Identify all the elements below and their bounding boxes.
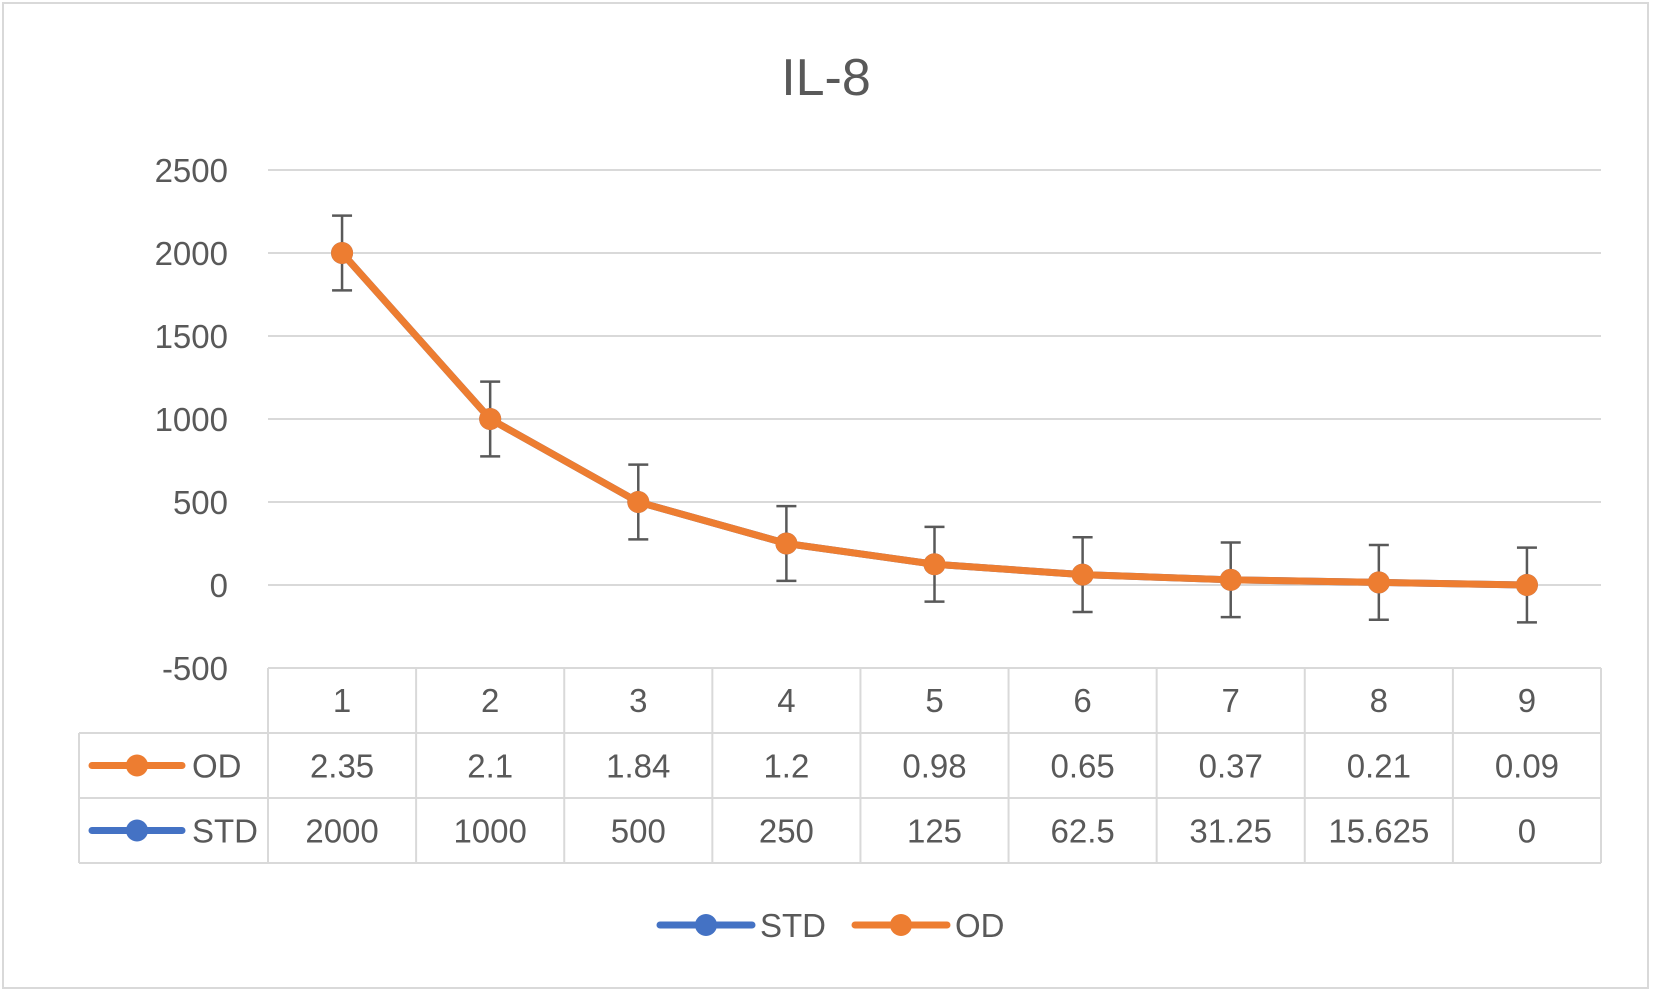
series-lines — [331, 242, 1538, 596]
table-cell: 1.84 — [606, 748, 670, 785]
legend: STD OD — [656, 907, 1005, 944]
y-tick-label: 2500 — [155, 152, 228, 189]
gridlines — [268, 169, 1601, 586]
table-series-name: OD — [192, 748, 242, 785]
data-point-od — [627, 491, 650, 513]
table-cell: 0.98 — [902, 748, 966, 785]
x-tick-label: 6 — [1073, 682, 1091, 719]
x-tick-label: 7 — [1222, 682, 1240, 719]
legend-key-marker — [890, 914, 912, 936]
data-point-od — [1515, 574, 1538, 596]
table-cell: 31.25 — [1189, 813, 1272, 850]
table-series-key-marker — [126, 819, 148, 842]
y-tick-label: 1000 — [155, 401, 228, 438]
x-tick-label: 8 — [1370, 682, 1388, 719]
table-series-key-marker — [126, 754, 148, 777]
data-point-od — [479, 408, 502, 430]
table-cell: 2.1 — [467, 748, 513, 785]
table-cell: 1.2 — [763, 748, 809, 785]
table-cell: 1000 — [453, 813, 526, 850]
data-point-od — [1367, 571, 1390, 594]
table-series-name: STD — [192, 813, 258, 850]
y-tick-label: 500 — [173, 484, 228, 521]
table-cell: 0.21 — [1347, 748, 1411, 785]
table-cell: 2.35 — [310, 748, 374, 785]
legend-label: OD — [955, 907, 1005, 944]
x-tick-label: 4 — [777, 682, 795, 719]
x-tick-label: 1 — [333, 682, 351, 719]
y-tick-label: 1500 — [155, 318, 228, 355]
table-cell: 500 — [611, 813, 666, 850]
table-cell: 125 — [907, 813, 962, 850]
table-cell: 0.09 — [1495, 748, 1559, 785]
table-cell: 250 — [759, 813, 814, 850]
legend-key-marker — [695, 914, 717, 936]
data-point-od — [331, 242, 354, 264]
table-cell: 0.65 — [1050, 748, 1114, 785]
data-point-od — [1071, 563, 1094, 586]
x-tick-label: 3 — [629, 682, 647, 719]
chart-title: IL-8 — [781, 49, 871, 107]
data-point-od — [1219, 568, 1242, 591]
data-point-od — [775, 532, 798, 555]
data-table: 1 2 3 4 5 6 7 8 9 OD 2.35 2.1 1.84 1.2 0.98 0.65 0.37 0.2… — [78, 667, 1602, 864]
table-cell: 62.5 — [1050, 813, 1114, 850]
y-axis-ticks: 2500 2000 1500 1000 500 0 -500 — [155, 152, 228, 687]
legend-label: STD — [760, 907, 826, 944]
y-tick-label: 0 — [210, 567, 228, 604]
table-cell: 15.625 — [1328, 813, 1429, 850]
y-tick-label: 2000 — [155, 235, 228, 272]
data-point-od — [923, 553, 946, 576]
table-cell: 0 — [1518, 813, 1536, 850]
x-tick-label: 9 — [1518, 682, 1536, 719]
y-tick-label: -500 — [162, 650, 228, 687]
table-cell: 0.37 — [1199, 748, 1263, 785]
x-tick-label: 2 — [481, 682, 499, 719]
x-tick-label: 5 — [925, 682, 943, 719]
table-cell: 2000 — [305, 813, 378, 850]
